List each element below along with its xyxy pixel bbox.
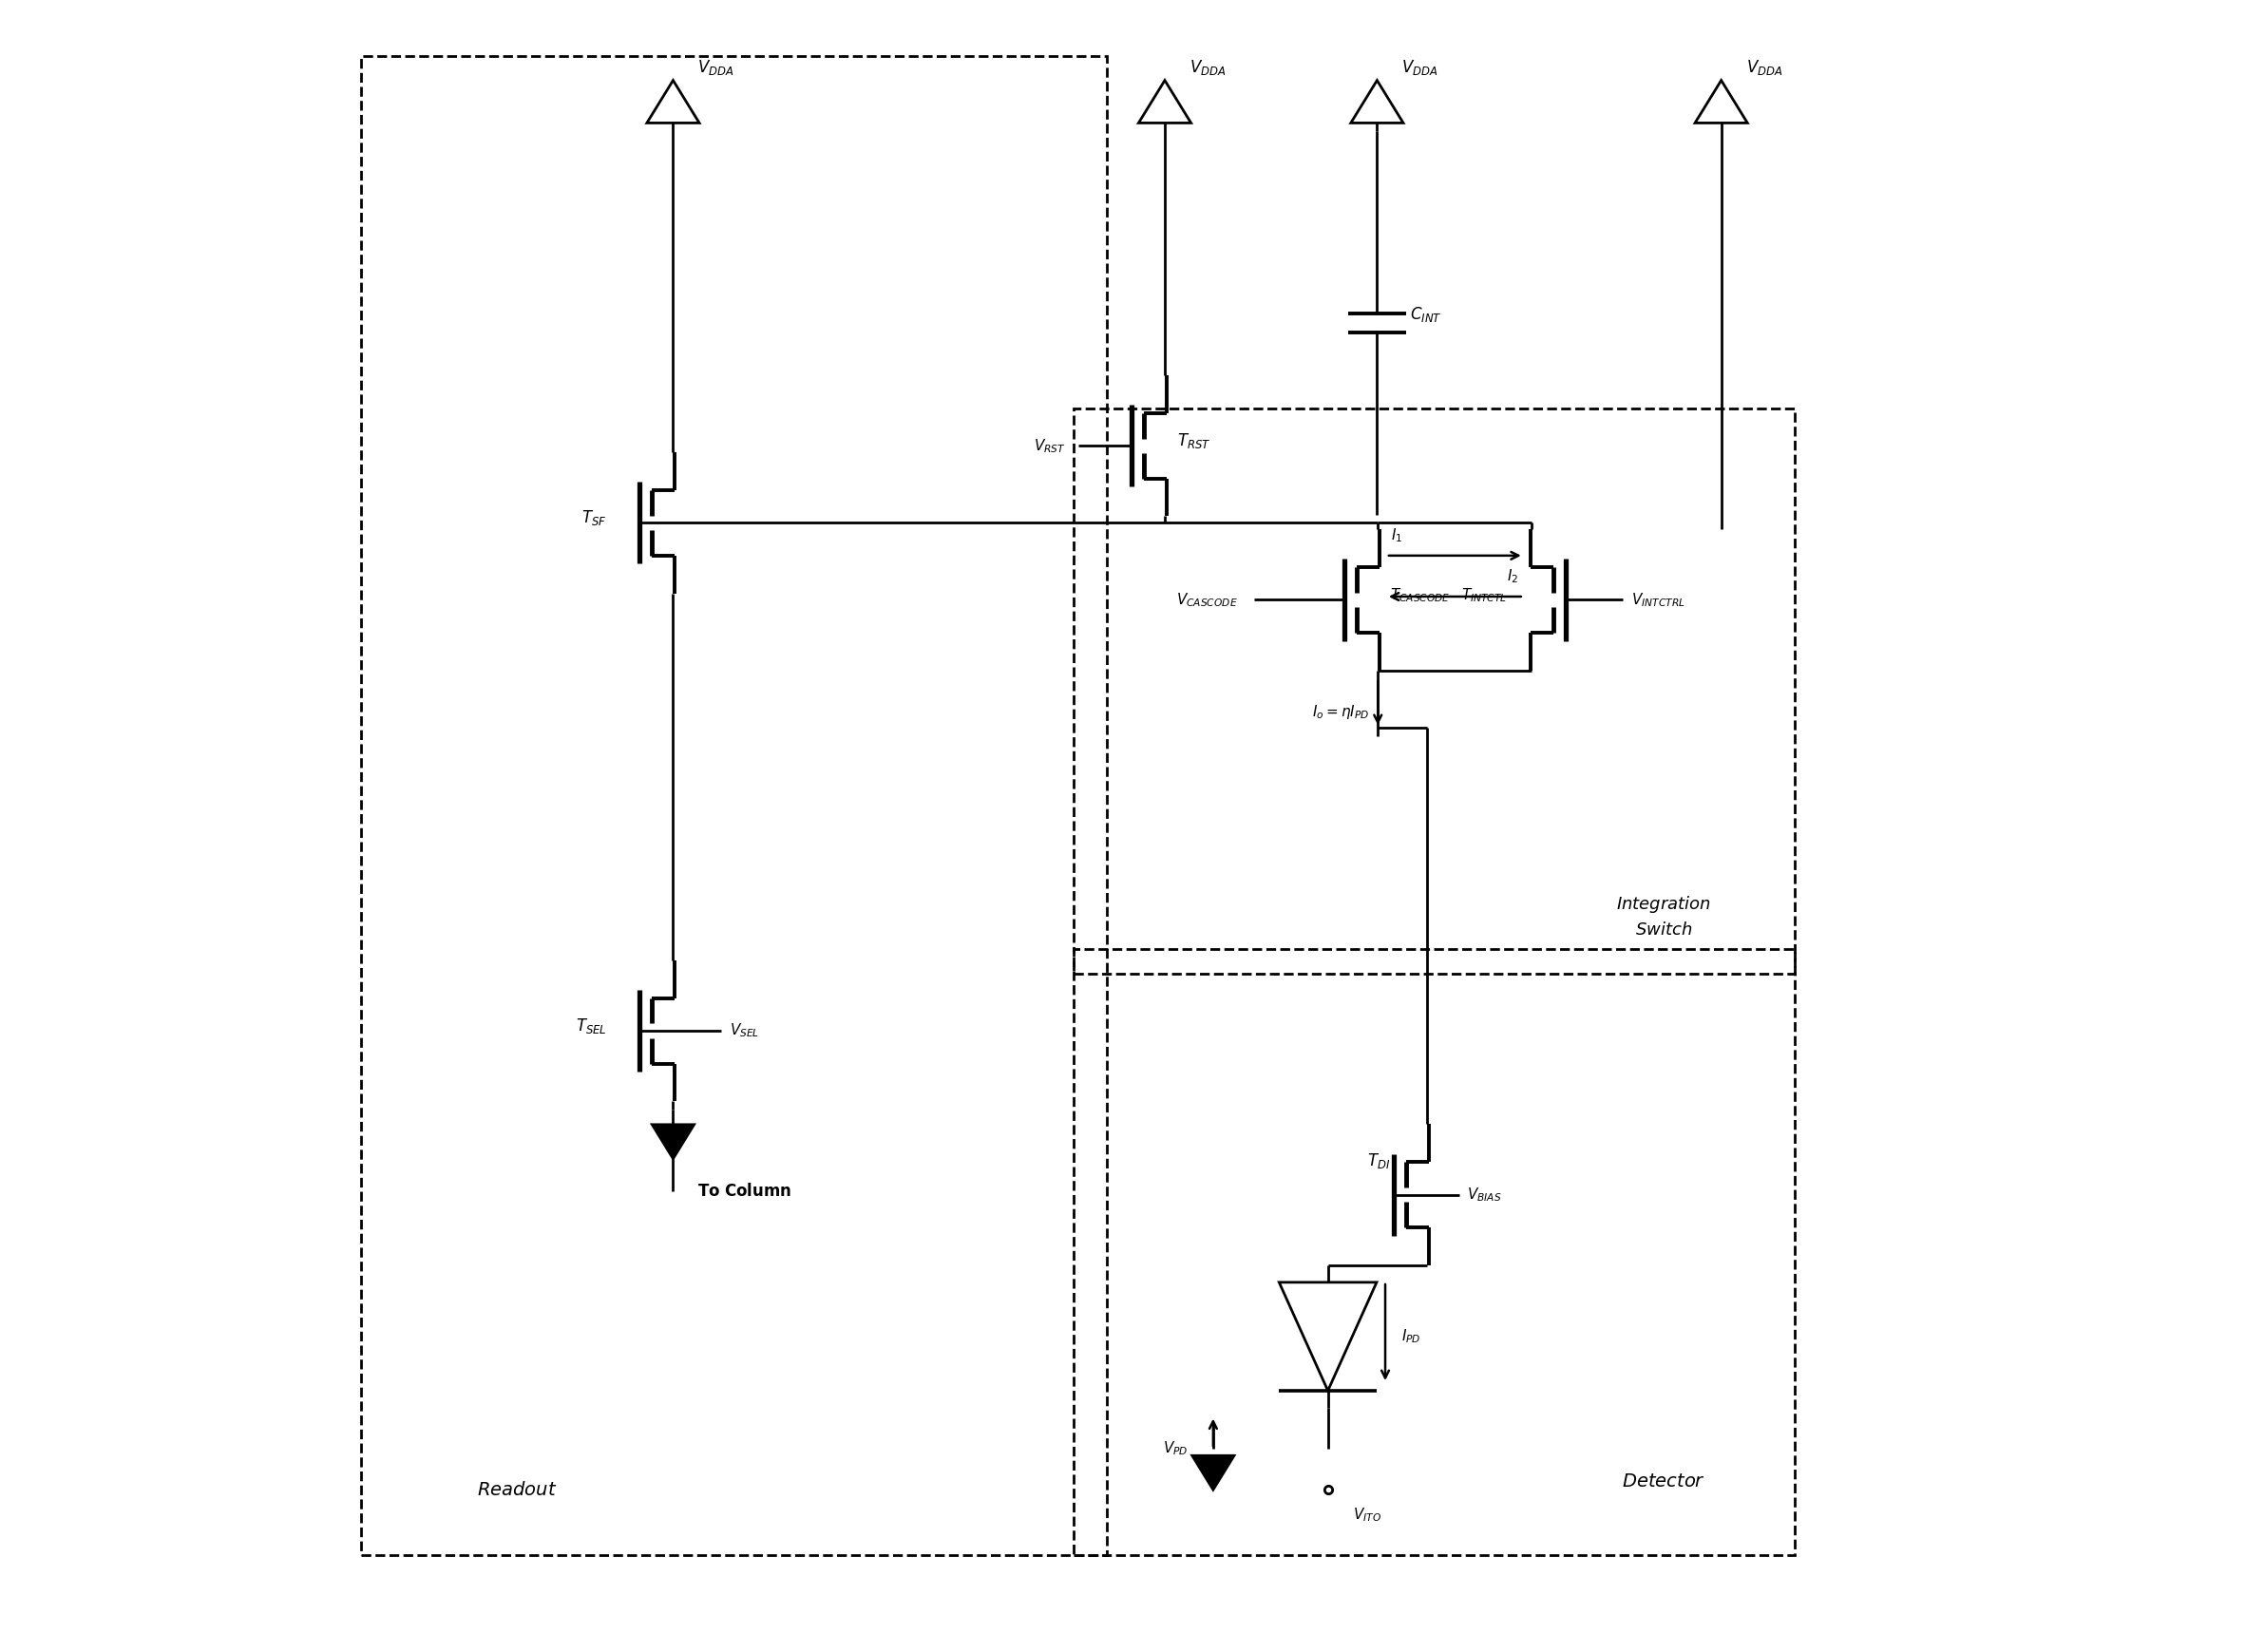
Text: $V_{SEL}$: $V_{SEL}$ [730, 1023, 759, 1039]
Text: $V_{INTCTRL}$: $V_{INTCTRL}$ [1631, 591, 1684, 608]
Bar [362, 56, 1107, 1555]
Text: $\it{Integration}$
$\it{Switch}$: $\it{Integration}$ $\it{Switch}$ [1617, 894, 1711, 938]
Text: $T_{CASCODE}$: $T_{CASCODE}$ [1390, 586, 1451, 605]
Text: $V_{DDA}$: $V_{DDA}$ [1745, 58, 1783, 78]
Text: $T_{SEL}$: $T_{SEL}$ [575, 1016, 606, 1036]
Text: $V_{ITO}$: $V_{ITO}$ [1352, 1507, 1381, 1523]
Text: $C_{INT}$: $C_{INT}$ [1410, 306, 1442, 324]
Text: $V_{RST}$: $V_{RST}$ [1033, 436, 1065, 454]
Text: $I_1$: $I_1$ [1390, 527, 1402, 544]
Text: $V_{PD}$: $V_{PD}$ [1163, 1441, 1188, 1457]
Text: $I_{PD}$: $I_{PD}$ [1402, 1328, 1422, 1345]
Text: $T_{DI}$: $T_{DI}$ [1368, 1151, 1390, 1170]
Text: $\it{Readout}$: $\it{Readout}$ [476, 1480, 557, 1498]
Text: $V_{CASCODE}$: $V_{CASCODE}$ [1177, 591, 1238, 608]
Text: $V_{DDA}$: $V_{DDA}$ [1190, 58, 1226, 78]
Text: $\it{Detector}$: $\it{Detector}$ [1622, 1474, 1705, 1490]
Polygon shape [1193, 1455, 1233, 1490]
Bar [1074, 408, 1795, 973]
Text: $V_{BIAS}$: $V_{BIAS}$ [1467, 1186, 1503, 1204]
Text: $\mathbf{To\ Column}$: $\mathbf{To\ Column}$ [699, 1183, 793, 1199]
Text: $V_{DDA}$: $V_{DDA}$ [1402, 58, 1437, 78]
Text: $T_{RST}$: $T_{RST}$ [1177, 431, 1211, 451]
Text: $T_{INTCTL}$: $T_{INTCTL}$ [1462, 586, 1507, 605]
Text: $V_{DDA}$: $V_{DDA}$ [699, 58, 734, 78]
Bar [1074, 948, 1795, 1555]
Text: $I_2$: $I_2$ [1507, 567, 1518, 585]
Text: $T_{SF}$: $T_{SF}$ [582, 509, 606, 527]
Polygon shape [651, 1125, 694, 1158]
Text: $I_o = \eta I_{PD}$: $I_o = \eta I_{PD}$ [1312, 704, 1370, 722]
